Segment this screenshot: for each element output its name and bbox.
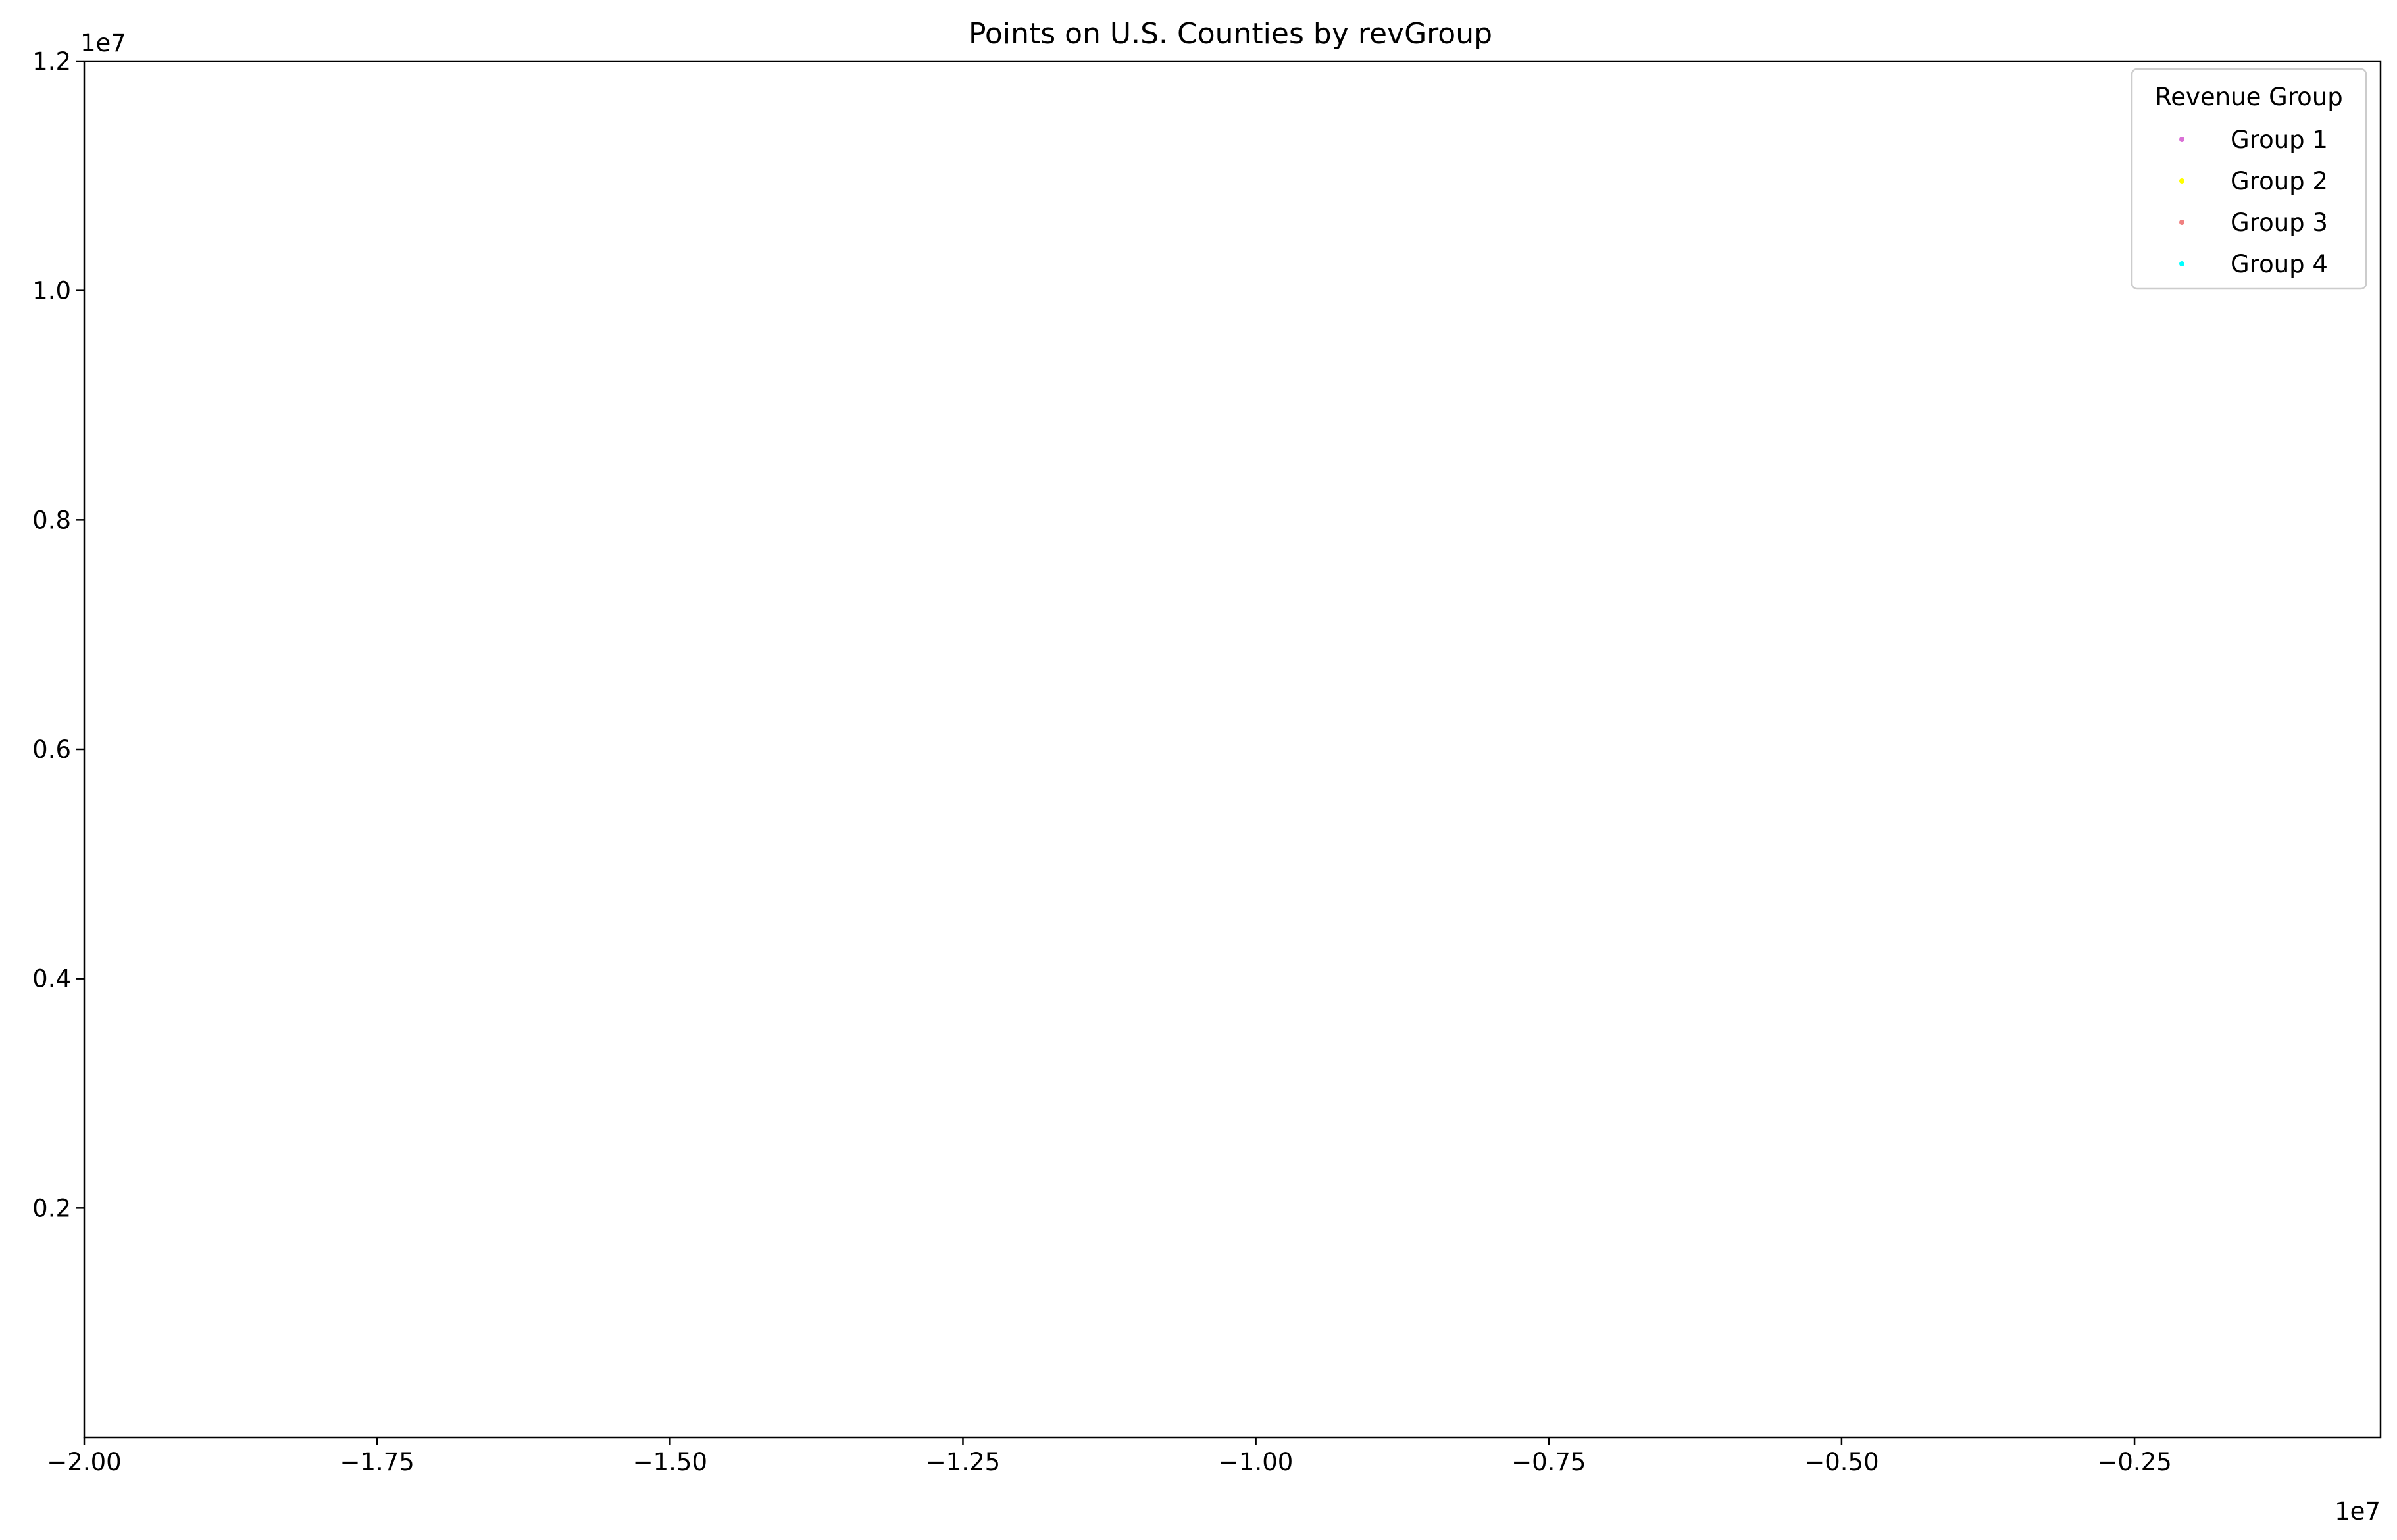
legend-marker [2179, 261, 2184, 266]
y-tick-label: 0.8 [32, 506, 71, 534]
y-tick-label: 0.6 [32, 735, 71, 764]
x-axis: −2.00 −1.75 −1.50 −1.25 −1.00 −0.75 −0.50 −0.25 [47, 1437, 2172, 1476]
plot-area [83, 60, 2382, 1439]
x-tick-label: −1.75 [340, 1448, 414, 1476]
x-tick-label: −0.75 [1511, 1448, 1586, 1476]
y-tick-label: 1.0 [32, 277, 71, 305]
legend-label: Group 2 [2231, 167, 2328, 195]
x-tick-label: −1.00 [1219, 1448, 1293, 1476]
y-tick-label: 1.2 [32, 47, 71, 76]
x-tick-label: −2.00 [47, 1448, 121, 1476]
legend-marker [2179, 137, 2184, 142]
legend-label: Group 4 [2231, 250, 2328, 278]
x-offset-label: 1e7 [2334, 1497, 2381, 1526]
legend-marker [2179, 178, 2184, 184]
y-offset-label: 1e7 [80, 29, 126, 57]
legend-marker [2179, 220, 2184, 225]
legend-title: Revenue Group [2155, 83, 2343, 111]
legend-label: Group 3 [2231, 209, 2328, 237]
legend-box [2131, 68, 2367, 290]
y-tick-label: 0.4 [32, 965, 71, 993]
legend-label: Group 1 [2231, 126, 2328, 154]
legend-items: Group 1 Group 2 Group 3 Group 4 [2179, 126, 2328, 278]
x-tick-label: −0.25 [2097, 1448, 2171, 1476]
x-tick-label: −1.25 [926, 1448, 1000, 1476]
x-tick-label: −0.50 [1804, 1448, 1879, 1476]
chart-title: Points on U.S. Counties by revGroup [969, 17, 1492, 51]
y-axis: 0.2 0.4 0.6 0.8 1.0 1.2 [32, 47, 84, 1222]
y-tick-label: 0.2 [32, 1194, 71, 1222]
x-tick-label: −1.50 [633, 1448, 707, 1476]
